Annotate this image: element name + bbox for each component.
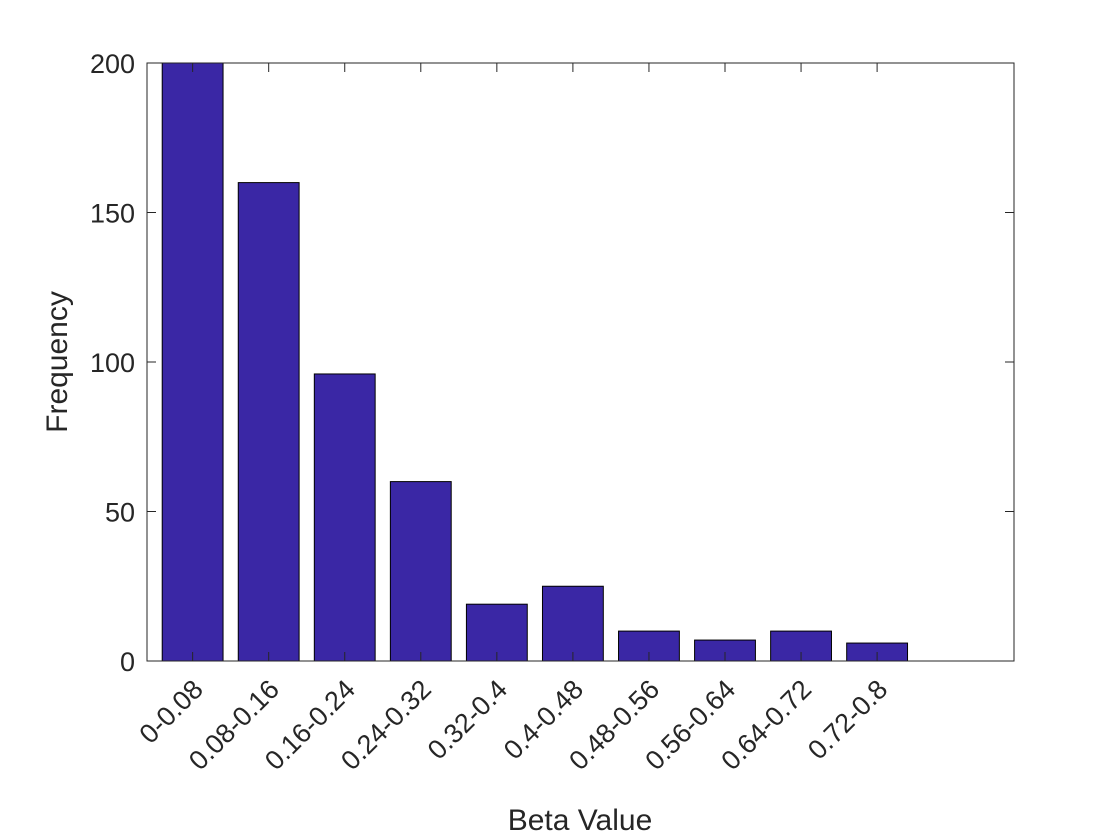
y-tick-label: 50	[105, 498, 135, 528]
bars-group	[161, 62, 909, 662]
bar-0.16-0.24	[313, 373, 376, 662]
y-tick-label: 150	[90, 199, 135, 229]
y-tick-label: 100	[90, 348, 135, 378]
bar-0.4-0.48	[541, 585, 604, 662]
bar-0-0.08	[161, 62, 224, 662]
y-tick-label: 0	[120, 647, 135, 677]
y-tick-labels: 0 50 100 150 200	[90, 49, 135, 677]
y-tick-label: 200	[90, 49, 135, 79]
y-axis-label: Frequency	[41, 291, 74, 433]
plot-frame	[146, 62, 1015, 662]
bar-0.24-0.32	[389, 481, 452, 662]
bar-0.08-0.16	[237, 182, 300, 662]
x-axis-label: Beta Value	[508, 804, 653, 837]
